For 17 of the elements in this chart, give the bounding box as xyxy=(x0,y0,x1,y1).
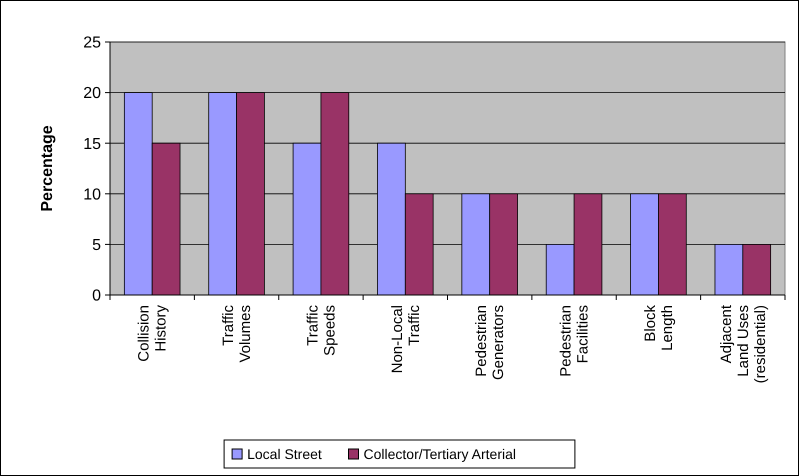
x-tick-label: Traffic Speeds xyxy=(304,304,338,356)
x-tick-label: Block Length xyxy=(642,304,676,351)
x-tick-label: Non-Local Traffic xyxy=(388,304,423,374)
legend-label: Local Street xyxy=(247,446,322,462)
y-tick-label: 0 xyxy=(92,288,102,305)
x-tick-label: Pedestrian Generators xyxy=(473,305,508,380)
y-tick-label: 5 xyxy=(92,237,102,254)
x-tick-label: Adjacent Land Uses (residential) xyxy=(718,304,769,384)
legend-label: Collector/Tertiary Arterial xyxy=(364,446,516,462)
y-tick-label: 15 xyxy=(83,136,102,153)
x-tick-label: Traffic Volumes xyxy=(220,304,254,363)
x-tick-label: Collision History xyxy=(136,304,170,362)
x-tick-label: Pedestrian Facilities xyxy=(558,305,592,377)
y-tick-label: 25 xyxy=(83,34,102,52)
y-tick-label: 20 xyxy=(83,85,102,102)
y-tick-label: 10 xyxy=(83,186,102,204)
y-axis-title: Percentage xyxy=(39,125,56,212)
